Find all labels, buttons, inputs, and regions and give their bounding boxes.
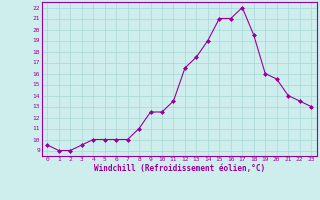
X-axis label: Windchill (Refroidissement éolien,°C): Windchill (Refroidissement éolien,°C): [94, 164, 265, 173]
